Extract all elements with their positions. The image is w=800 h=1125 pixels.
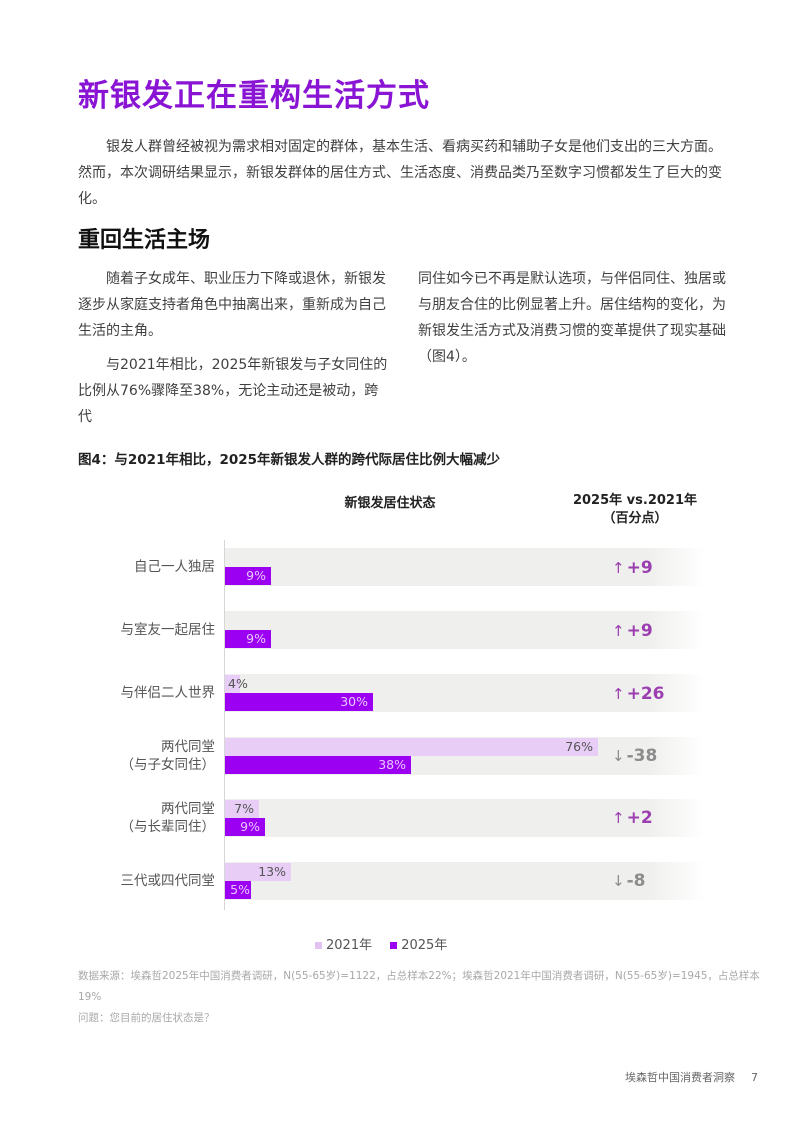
change-value: ↑ +2 xyxy=(612,808,653,828)
arrow-up-icon: ↑ xyxy=(612,809,625,827)
footer-brand: 埃森哲中国消费者洞察 xyxy=(625,1071,735,1084)
section-title: 重回生活主场 xyxy=(78,228,211,253)
bar-2021-value: 4% xyxy=(228,676,248,691)
legend-swatch-2025 xyxy=(390,942,398,949)
chart-header-change-line2: （百分点） xyxy=(602,511,668,526)
category-label: 与伴侣二人世界 xyxy=(120,685,216,701)
chart-axis-line xyxy=(224,540,225,910)
category-label: 两代同堂 （与长辈同住） xyxy=(120,801,216,835)
figure-title: 图4：与2021年相比，2025年新银发人群的跨代际居住比例大幅减少 xyxy=(78,452,501,468)
category-label: 两代同堂 （与子女同住） xyxy=(120,739,216,773)
chart-source-note: 数据来源：埃森哲2025年中国消费者调研，N(55-65岁)=1122，占总样本… xyxy=(78,966,778,1029)
arrow-up-icon: ↑ xyxy=(612,622,625,640)
chart-row-band xyxy=(225,799,705,837)
legend-swatch-2021 xyxy=(315,942,322,949)
body-paragraph: 与2021年相比，2025年新银发与子女同住的比例从76%骤降至38%，无论主动… xyxy=(78,357,388,425)
bar-2025: 9% xyxy=(225,567,271,585)
change-value: ↓ -8 xyxy=(612,871,646,891)
page-footer: 埃森哲中国消费者洞察 7 xyxy=(625,1069,758,1085)
change-value: ↓ -38 xyxy=(612,746,658,766)
change-value: ↑ +9 xyxy=(612,558,653,578)
chart-header-change: 2025年 vs.2021年 （百分点） xyxy=(570,492,700,528)
body-paragraph: 随着子女成年、职业压力下降或退休，新银发逐步从家庭支持者角色中抽离出来，重新成为… xyxy=(78,271,386,339)
bar-2025: 5% xyxy=(225,881,251,899)
arrow-down-icon: ↓ xyxy=(612,747,625,765)
chart-row-band xyxy=(225,611,705,649)
bar-2021: 13% xyxy=(225,863,291,881)
chart-header-change-line1: 2025年 vs.2021年 xyxy=(572,493,698,508)
page-number: 7 xyxy=(751,1071,758,1084)
chart-row-band xyxy=(225,862,705,900)
chart-legend: 2021年 2025年 xyxy=(315,934,461,953)
survey-question: 问题：您目前的居住状态是？ xyxy=(78,1012,215,1024)
body-column-right: 同住如今已不再是默认选项，与伴侣同住、独居或与朋友合住的比例显著上升。居住结构的… xyxy=(418,266,728,378)
legend-item-2025: 2025年 xyxy=(390,938,447,953)
data-source: 数据来源：埃森哲2025年中国消费者调研，N(55-65岁)=1122，占总样本… xyxy=(78,970,760,1003)
change-value: ↑ +26 xyxy=(612,684,665,704)
bar-2021: 7% xyxy=(225,800,259,818)
bar-2025: 30% xyxy=(225,693,373,711)
arrow-up-icon: ↑ xyxy=(612,685,625,703)
bar-2021 xyxy=(225,675,240,693)
bar-2025: 9% xyxy=(225,818,265,836)
arrow-up-icon: ↑ xyxy=(612,559,625,577)
body-paragraph: 同住如今已不再是默认选项，与伴侣同住、独居或与朋友合住的比例显著上升。居住结构的… xyxy=(418,271,726,365)
category-label: 自己一人独居 xyxy=(134,559,215,575)
bar-2025: 38% xyxy=(225,756,411,774)
bar-2025: 9% xyxy=(225,630,271,648)
category-label: 与室友一起居住 xyxy=(120,622,216,638)
bar-2021: 76% xyxy=(225,738,598,756)
category-label: 三代或四代同堂 xyxy=(120,873,216,889)
chart-row-band xyxy=(225,548,705,586)
change-value: ↑ +9 xyxy=(612,621,653,641)
intro-paragraph: 银发人群曾经被视为需求相对固定的群体，基本生活、看病买药和辅助子女是他们支出的三… xyxy=(78,139,722,207)
body-column-left: 随着子女成年、职业压力下降或退休，新银发逐步从家庭支持者角色中抽离出来，重新成为… xyxy=(78,266,388,438)
chart-header-status: 新银发居住状态 xyxy=(344,496,436,511)
arrow-down-icon: ↓ xyxy=(612,872,625,890)
legend-item-2021: 2021年 xyxy=(315,938,372,953)
page-title: 新银发正在重构生活方式 xyxy=(78,78,430,114)
